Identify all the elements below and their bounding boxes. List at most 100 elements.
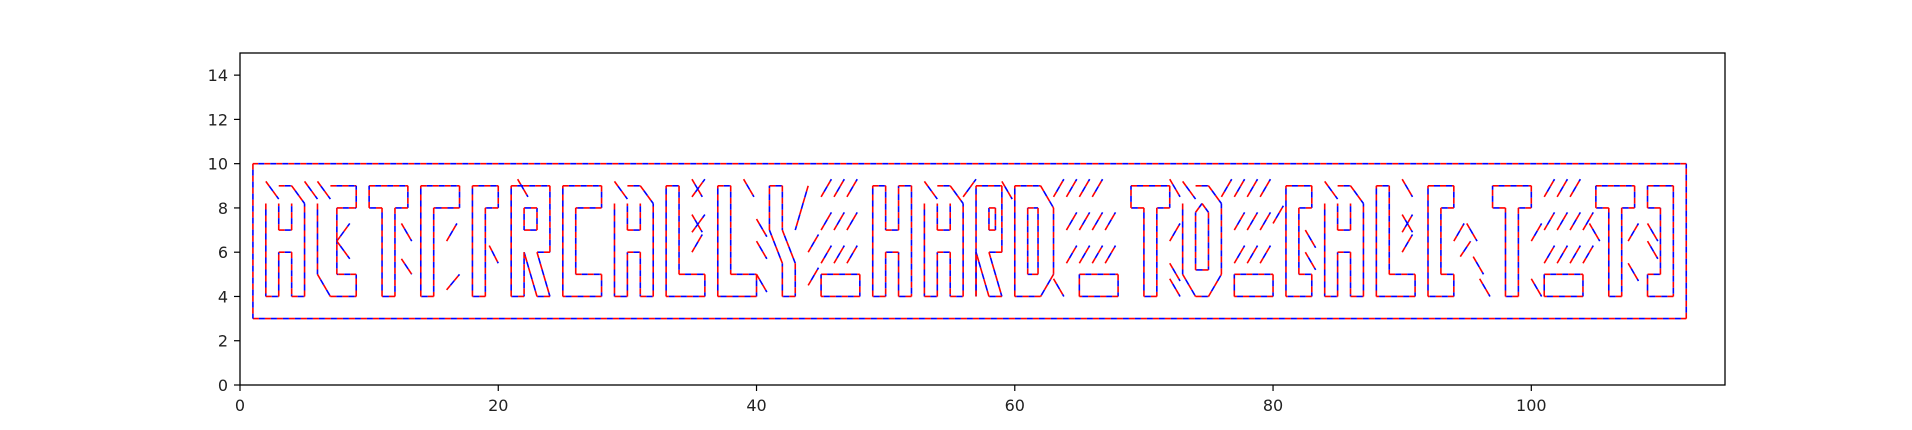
segment-red-dash	[536, 251, 551, 297]
segment-blue-dash	[1543, 178, 1556, 198]
segment-maze-glyphs-236	[1272, 205, 1285, 224]
segment-blue-dash	[1233, 245, 1246, 264]
segment-blue-dash	[1530, 278, 1543, 297]
segment-red-dash	[1349, 185, 1365, 204]
segment-red-dash	[1194, 203, 1203, 213]
segment-blue-dash	[1324, 180, 1339, 200]
segment-blue-dash	[1569, 211, 1582, 231]
segment-blue-dash	[820, 245, 833, 264]
segment-maze-glyphs-189	[1078, 245, 1091, 264]
segment-red-dash	[1324, 180, 1339, 200]
segment-blue-dash	[613, 180, 629, 200]
segment-red-dash	[1582, 211, 1594, 231]
segment-red-dash	[445, 273, 461, 291]
segment-maze-glyphs-281	[1472, 256, 1485, 275]
y-tick-label-12: 12	[208, 110, 228, 129]
segment-red-dash	[691, 178, 703, 198]
series-outer-border	[252, 162, 1688, 320]
segment-red-dash	[1001, 180, 1013, 200]
segment-maze-glyphs-120	[846, 178, 858, 198]
segment-maze-glyphs-327	[1646, 223, 1659, 242]
segment-red-dash	[445, 223, 458, 242]
segment-red-dash	[962, 178, 977, 198]
segment-maze-glyphs-294	[1556, 178, 1569, 198]
segment-maze-glyphs-181	[1065, 178, 1078, 198]
segment-maze-glyphs-25	[336, 240, 351, 260]
segment-maze-glyphs-42	[445, 273, 461, 291]
segment-blue-dash	[1104, 245, 1117, 264]
segment-maze-glyphs-229	[1233, 245, 1246, 264]
segment-maze-glyphs-118	[820, 178, 833, 198]
segment-blue-dash	[1259, 245, 1272, 264]
segment-maze-glyphs-191	[1104, 245, 1117, 264]
segment-red-dash	[807, 267, 820, 286]
segment-blue-dash	[1201, 203, 1210, 213]
segment-blue-dash	[1259, 211, 1272, 231]
segment-maze-glyphs-222	[1220, 178, 1233, 198]
segment-blue-dash	[336, 240, 351, 260]
segment-maze-glyphs-206	[1169, 262, 1181, 282]
segment-red-dash	[516, 178, 529, 198]
segment-maze-glyphs-280	[1459, 240, 1472, 258]
segment-blue-dash	[1349, 185, 1365, 204]
segment-maze-glyphs-112	[794, 185, 809, 231]
segment-blue-dash	[833, 211, 846, 231]
segment-maze-glyphs-2	[291, 185, 306, 204]
segment-maze-glyphs-192	[1052, 278, 1065, 297]
series-maze-glyphs	[265, 178, 1675, 298]
segment-blue-dash	[923, 180, 938, 200]
segment-blue-dash	[336, 222, 351, 242]
segment-blue-dash	[639, 185, 654, 204]
segment-maze-glyphs-317	[1627, 223, 1640, 242]
segment-red-dash	[1304, 251, 1317, 271]
segment-maze-glyphs-282	[1478, 278, 1491, 297]
segment-red-dash	[1646, 223, 1659, 242]
segment-blue-dash	[1246, 245, 1259, 264]
segment-blue-dash	[1207, 185, 1223, 204]
segment-blue-dash	[1459, 240, 1472, 258]
segment-red-dash	[820, 245, 833, 264]
segment-blue-dash	[400, 223, 413, 242]
segment-blue-dash	[1569, 245, 1582, 264]
segment-red-dash	[316, 180, 332, 200]
segment-maze-glyphs-93	[691, 178, 706, 198]
segment-maze-glyphs-186	[1091, 211, 1104, 231]
segment-red-dash	[1065, 245, 1078, 264]
segment-maze-glyphs-208	[1169, 178, 1181, 198]
segment-red-dash	[1530, 278, 1543, 297]
segment-red-dash	[1556, 245, 1569, 264]
segment-blue-dash	[1078, 178, 1091, 198]
segment-red-dash	[833, 245, 846, 264]
segment-blue-dash	[1104, 211, 1117, 231]
segment-blue-dash	[303, 180, 319, 200]
segment-maze-glyphs-211	[1207, 185, 1223, 204]
segment-blue-dash	[1181, 273, 1197, 297]
segment-maze-glyphs-247	[1324, 180, 1339, 200]
segment-blue-dash	[291, 185, 306, 204]
segment-maze-glyphs-17	[316, 273, 332, 297]
segment-red-dash	[1582, 245, 1594, 264]
segment-blue-dash	[1472, 256, 1485, 275]
segment-maze-glyphs-302	[1569, 245, 1582, 264]
segment-red-dash	[781, 229, 797, 264]
segment-blue-dash	[691, 178, 706, 198]
segment-red-dash	[1233, 245, 1246, 264]
segment-red-dash	[1246, 211, 1259, 231]
segment-maze-glyphs-225	[1259, 178, 1272, 198]
segment-maze-glyphs-291	[1530, 223, 1543, 242]
segment-maze-glyphs-185	[1078, 211, 1091, 231]
segment-red-dash	[1220, 178, 1233, 198]
segment-maze-glyphs-308	[1588, 223, 1601, 242]
segment-blue-dash	[1169, 223, 1181, 242]
segment-blue-dash	[1065, 211, 1078, 231]
segment-red-dash	[846, 211, 858, 231]
segment-blue-dash	[820, 211, 833, 231]
x-tick-label-0: 0	[235, 396, 245, 415]
segment-blue-dash	[962, 178, 977, 198]
segment-maze-glyphs-228	[1259, 211, 1272, 231]
segment-maze-glyphs-187	[1104, 211, 1117, 231]
segment-red-dash	[1530, 223, 1543, 242]
segment-red-dash	[1401, 214, 1414, 233]
segment-red-dash	[1169, 223, 1181, 242]
